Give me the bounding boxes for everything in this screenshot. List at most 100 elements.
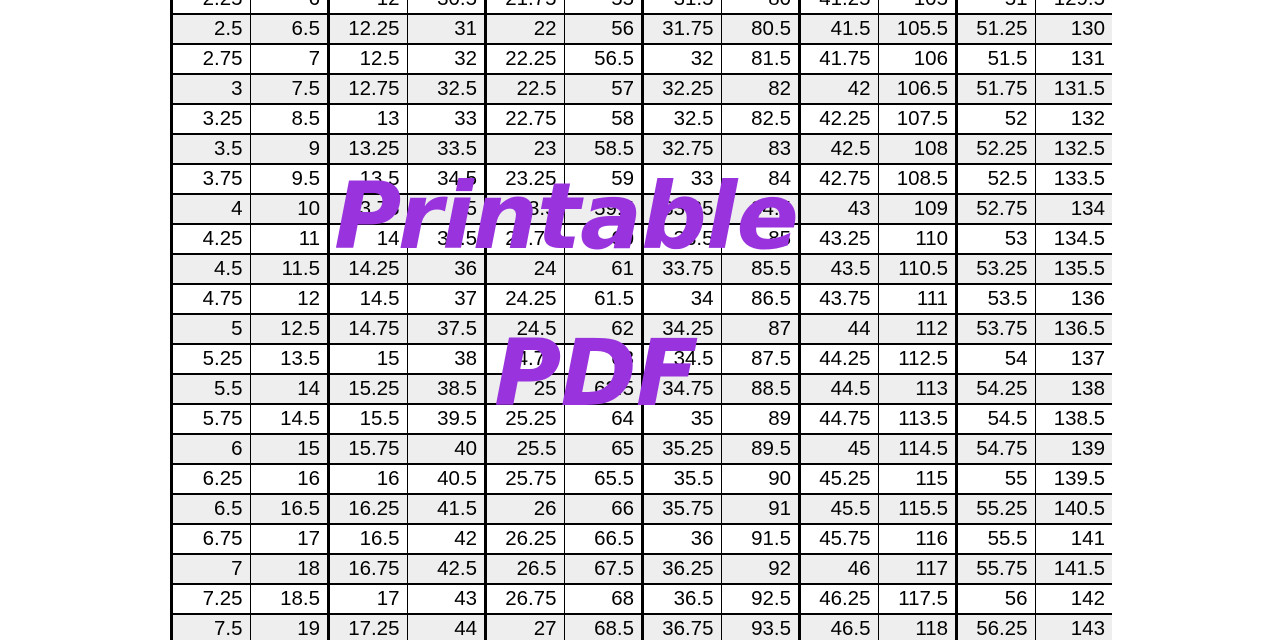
table-cell: 139.5 — [1034, 463, 1112, 495]
table-cell: 4.5 — [170, 253, 251, 285]
table-cell: 16.5 — [327, 523, 408, 555]
table-cell: 130 — [1034, 13, 1112, 45]
table-cell: 32.75 — [641, 133, 722, 165]
table-cell: 5.5 — [170, 373, 251, 405]
table-cell: 6.5 — [249, 13, 330, 45]
table-cell: 13.25 — [327, 133, 408, 165]
table-cell: 26.5 — [484, 553, 565, 585]
table-cell: 5.75 — [170, 403, 251, 435]
table-row: 3.75 9.5 13.5 34.5 23.25 59 33 84 42.75 108.5 52.5… — [170, 163, 1112, 195]
table-row: 3.25 8.5 13 33 22.75 58 32.5 82.5 42.25 107.5 52 13… — [170, 103, 1112, 135]
table-cell: 26.25 — [484, 523, 565, 555]
table-row: 2.5 6.5 12.25 31 22 56 31.75 80.5 41.5 105.5 51.25… — [170, 13, 1112, 45]
table-cell: 105 — [877, 0, 958, 15]
table-row: 4.25 11 14 35.5 23.75 60 33.5 85 43.25 110 53 134.5 — [170, 223, 1112, 255]
conversion-table: 2.2561230.521.755531.58041.2510551129.52… — [170, 0, 1112, 640]
table-cell: 34.75 — [641, 373, 722, 405]
table-cell: 8.5 — [249, 103, 330, 135]
table-cell: 44 — [798, 313, 879, 345]
table-cell: 3.5 — [170, 133, 251, 165]
table-cell: 6.25 — [170, 463, 251, 495]
table-cell: 112 — [877, 313, 958, 345]
table-cell: 43 — [406, 583, 487, 615]
table-cell: 142 — [1034, 583, 1112, 615]
table-cell: 43 — [798, 193, 879, 225]
table-cell: 12.5 — [249, 313, 330, 345]
table-cell: 45.75 — [798, 523, 879, 555]
table-cell: 37.5 — [406, 313, 487, 345]
table-cell: 35.25 — [641, 433, 722, 465]
table-cell: 115 — [877, 463, 958, 495]
table-cell: 3.75 — [170, 163, 251, 195]
table-row: 7.5 19 17.25 44 27 68.5 36.75 93.5 46.5 118 56.25 1… — [170, 613, 1112, 640]
table-cell: 141.5 — [1034, 553, 1112, 585]
table-row: 6.5 16.5 16.25 41.5 26 66 35.75 91 45.5 115.5 55.2… — [170, 493, 1112, 525]
table-cell: 35 — [641, 403, 722, 435]
table-cell: 84.5 — [720, 193, 801, 225]
table-cell: 106 — [877, 43, 958, 75]
table-cell: 16.75 — [327, 553, 408, 585]
table-cell: 34 — [641, 283, 722, 315]
table-cell: 36.5 — [641, 583, 722, 615]
table-cell: 55 — [563, 0, 644, 15]
table-cell: 68 — [563, 583, 644, 615]
table-cell: 44.5 — [798, 373, 879, 405]
table-cell: 24.25 — [484, 283, 565, 315]
table-cell: 141 — [1034, 523, 1112, 555]
table-cell: 34.25 — [641, 313, 722, 345]
table-cell: 44.75 — [798, 403, 879, 435]
table-cell: 32.25 — [641, 73, 722, 105]
table-cell: 82 — [720, 73, 801, 105]
table-cell: 53.25 — [955, 253, 1036, 285]
table-cell: 56 — [563, 13, 644, 45]
table-cell: 19 — [249, 613, 330, 640]
table-cell: 135.5 — [1034, 253, 1112, 285]
table-cell: 87 — [720, 313, 801, 345]
table-cell: 12 — [249, 283, 330, 315]
conversion-table-body: 2.2561230.521.755531.58041.2510551129.52… — [170, 0, 1112, 640]
table-cell: 37 — [406, 283, 487, 315]
table-cell: 45 — [798, 433, 879, 465]
table-cell: 68.5 — [563, 613, 644, 640]
table-cell: 42.75 — [798, 163, 879, 195]
table-cell: 58.5 — [563, 133, 644, 165]
table-cell: 114.5 — [877, 433, 958, 465]
table-cell: 82.5 — [720, 103, 801, 135]
table-cell: 52.25 — [955, 133, 1036, 165]
table-cell: 46.25 — [798, 583, 879, 615]
table-cell: 22 — [484, 13, 565, 45]
table-cell: 14.5 — [249, 403, 330, 435]
table-cell: 40 — [406, 433, 487, 465]
table-cell: 51.25 — [955, 13, 1036, 45]
table-cell: 12.5 — [327, 43, 408, 75]
table-cell: 115.5 — [877, 493, 958, 525]
table-cell: 61.5 — [563, 283, 644, 315]
table-cell: 91 — [720, 493, 801, 525]
table-cell: 53.75 — [955, 313, 1036, 345]
table-cell: 13 — [327, 103, 408, 135]
table-cell: 41.5 — [798, 13, 879, 45]
table-cell: 36 — [406, 253, 487, 285]
table-cell: 54.25 — [955, 373, 1036, 405]
table-cell: 23.75 — [484, 223, 565, 255]
table-cell: 117.5 — [877, 583, 958, 615]
table-cell: 137 — [1034, 343, 1112, 375]
table-cell: 14 — [327, 223, 408, 255]
table-cell: 9 — [249, 133, 330, 165]
table-cell: 54.75 — [955, 433, 1036, 465]
table-cell: 7.5 — [249, 73, 330, 105]
table-cell: 57 — [563, 73, 644, 105]
table-cell: 133.5 — [1034, 163, 1112, 195]
table-cell: 45.25 — [798, 463, 879, 495]
table-row: 4.75 12 14.5 37 24.25 61.5 34 86.5 43.75 111 53.5 1… — [170, 283, 1112, 315]
table-cell: 138.5 — [1034, 403, 1112, 435]
table-row: 3.5 9 13.25 33.5 23 58.5 32.75 83 42.5 108 52.25 13… — [170, 133, 1112, 165]
table-cell: 22.25 — [484, 43, 565, 75]
table-cell: 15.5 — [327, 403, 408, 435]
table-cell: 42 — [798, 73, 879, 105]
table-row: 2.2561230.521.755531.58041.2510551129.5 — [170, 0, 1112, 15]
table-cell: 12.75 — [327, 73, 408, 105]
table-cell: 63 — [563, 343, 644, 375]
table-cell: 59.5 — [563, 193, 644, 225]
table-cell: 7.25 — [170, 583, 251, 615]
